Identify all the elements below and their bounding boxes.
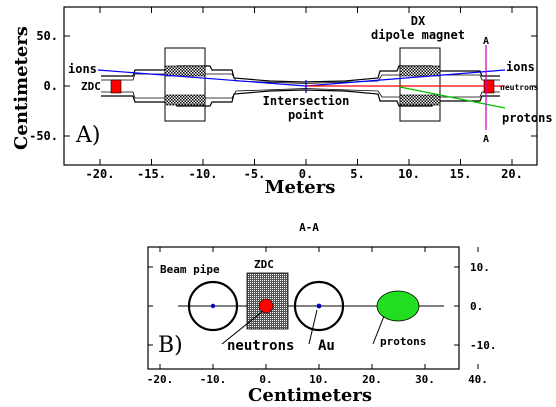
panel-b: A-A -20. -10. 0. 10. 20. 30. 40. 10. 0. -10. Cen… [147,221,497,406]
label-neutrons-a: neutrons [500,83,539,92]
panel-a-x-tick-label-3: -5. [244,167,266,181]
panel-b-y-tick-label-2: -10. [470,339,497,352]
neutron-spot [258,298,274,314]
proton-beam-line [399,86,506,109]
beam-pipe-lower-inner [101,88,500,99]
left-magnet-upper-coil [164,65,206,77]
panel-b-x-tick-label-5: 30. [415,373,435,386]
label-au: Au [318,338,335,354]
panel-b-tag: B) [158,333,183,358]
panel-b-y-ticks: 10. 0. -10. [148,261,497,352]
left-magnet-lower-coil [164,94,206,106]
au-leader-line [308,309,318,345]
dx-magnet-upper-coil [399,65,441,77]
dx-magnet-lower-coil [399,94,441,106]
label-protons-a: protons [502,111,553,125]
panel-b-y-tick-label-1: 0. [470,300,483,313]
label-dx: DX [411,14,426,28]
zdc-left-detector [110,79,122,94]
panel-b-x-tick-label-6: 40. [468,373,488,386]
panel-a: -20. -15. -10. -5. 0. 5. 10. 15. 20. 50. 0. -50. M… [11,6,553,198]
neutrons-leader-line [221,310,264,345]
panel-b-x-ticks: -20. -10. 0. 10. 20. 30. 40. [147,247,488,386]
panel-a-y-tick-label-0: 50. [36,29,58,43]
label-neutrons-b: neutrons [227,338,294,354]
label-zdc-left: ZDC [81,80,101,93]
label-zdc-b: ZDC [254,258,274,271]
panel-b-x-tick-label-1: -10. [200,373,227,386]
panel-a-x-tick-label-2: -10. [189,167,218,181]
panel-a-tag: A) [75,123,100,148]
label-section-top: A [483,36,489,47]
proton-spot [376,290,420,322]
beam-pipe-left-center [210,303,216,309]
beam-pipe-upper-inner [101,73,500,84]
protons-leader-line [372,315,385,345]
panel-a-x-ticks: -20. -15. -10. -5. 0. 5. 10. 15. 20. [86,7,523,181]
panel-b-x-tick-label-2: 0. [259,373,272,386]
panel-a-y-tick-label-1: 0. [44,79,58,93]
panel-a-x-tick-label-4: 0. [299,167,313,181]
panel-a-x-tick-label-1: -15. [137,167,166,181]
panel-b-x-tick-label-3: 10. [309,373,329,386]
panel-a-x-tick-label-6: 10. [398,167,420,181]
label-point: point [288,108,324,122]
panel-b-x-axis-title: Centimeters [248,385,372,406]
zdc-right-detector [483,79,495,94]
beam-pipe-right-circle [293,280,345,332]
panel-b-frame [147,246,460,370]
panel-a-y-axis-title: Centimeters [11,26,32,150]
label-beam-pipe: Beam pipe [160,263,220,276]
panel-a-x-tick-label-8: 20. [501,167,523,181]
panel-a-x-axis-title: Meters [265,177,336,198]
panel-a-y-ticks: 50. 0. -50. [29,29,537,143]
panel-a-x-tick-label-5: 5. [350,167,364,181]
label-intersection: Intersection [263,94,350,108]
left-magnet-outline [164,47,206,122]
panel-b-header: A-A [299,221,319,234]
panel-a-x-tick-label-0: -20. [86,167,115,181]
label-ions-right: ions [506,60,535,74]
dx-magnet-outline [399,47,441,122]
panel-b-y-tick-label-0: 10. [470,261,490,274]
label-protons-b: protons [380,335,426,348]
label-dipole-magnet: dipole magnet [371,28,465,42]
panel-a-x-tick-label-7: 15. [450,167,472,181]
au-beam-spot [316,303,322,309]
label-ions-left: ions [68,62,97,76]
label-section-bottom: A [483,134,489,145]
panel-b-x-tick-label-0: -20. [147,373,174,386]
panel-b-x-tick-label-4: 20. [362,373,382,386]
beam-pipe-left-circle [187,280,239,332]
panel-a-y-tick-label-2: -50. [29,129,58,143]
